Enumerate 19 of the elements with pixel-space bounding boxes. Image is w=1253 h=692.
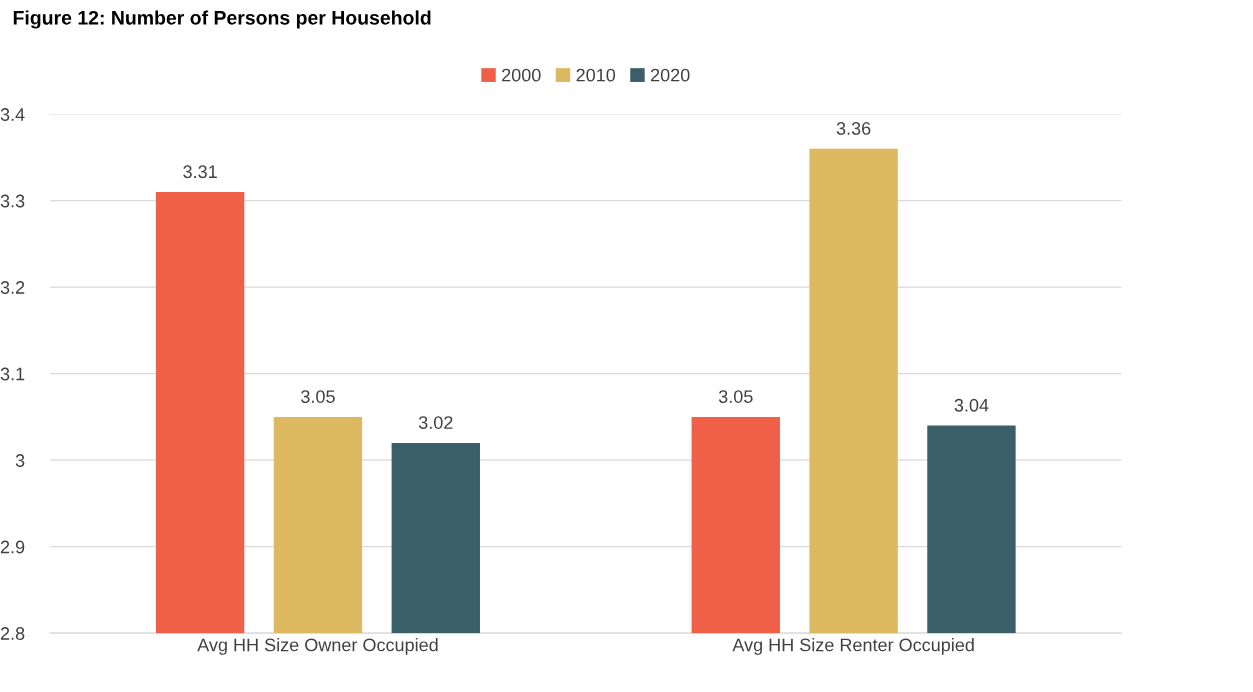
y-tick-label: 2.8	[0, 627, 25, 640]
data-label: 3.04	[954, 398, 989, 412]
y-tick-label: 2.9	[0, 540, 25, 554]
data-label: 3.05	[718, 390, 753, 403]
legend-label: 2000	[502, 68, 541, 82]
x-tick-label: Avg HH Size Owner Occupied	[197, 638, 438, 655]
y-tick-label: 3	[15, 454, 25, 467]
chart-title: Figure 12: Number of Persons per Household	[13, 10, 431, 29]
data-label: 3.05	[301, 390, 335, 403]
data-label: 3.02	[418, 416, 453, 429]
x-tick-label: Avg HH Size Renter Occupied	[732, 638, 974, 655]
y-tick-label: 3.4	[0, 108, 25, 121]
legend-label: 2020	[651, 68, 690, 82]
data-label: 3.36	[836, 122, 871, 135]
y-tick-label: 3.1	[0, 367, 25, 381]
y-tick-label: 3.2	[0, 281, 25, 294]
data-label: 3.31	[183, 165, 217, 179]
y-tick-label: 3.3	[0, 194, 25, 208]
legend-label: 2010	[576, 68, 616, 82]
